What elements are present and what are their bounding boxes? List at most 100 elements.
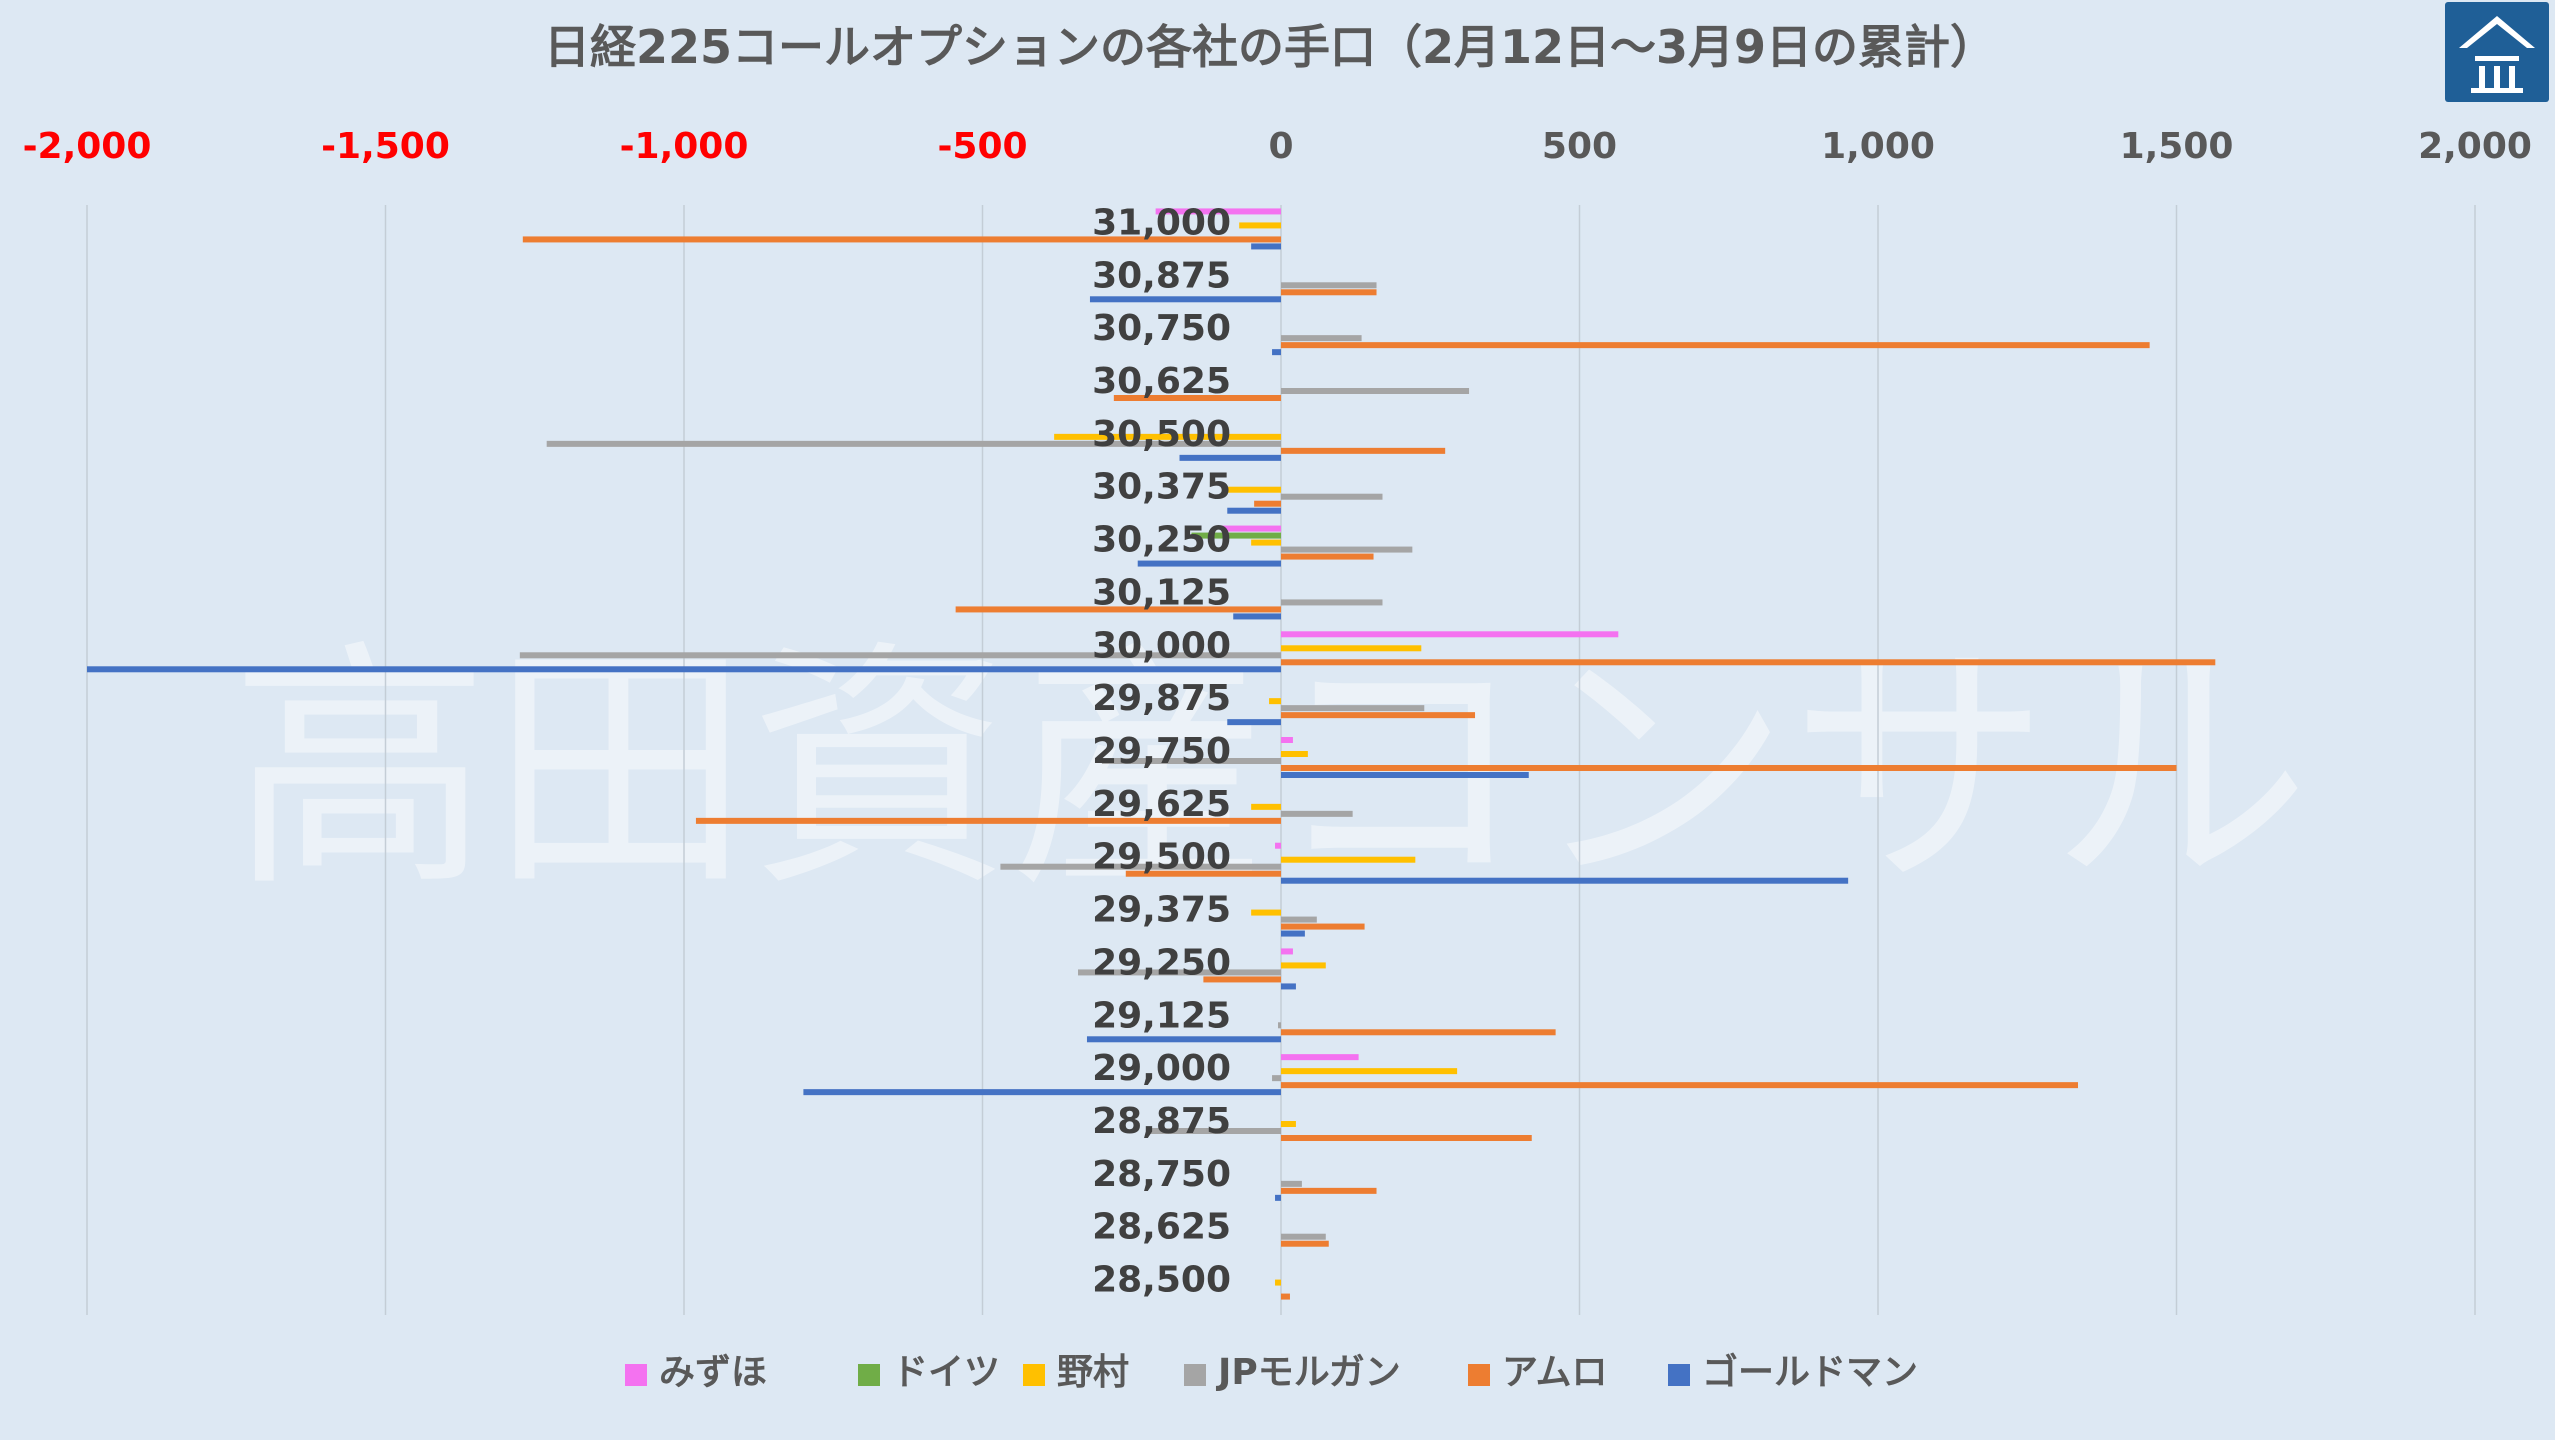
category-label: 28,625 bbox=[1092, 1207, 1231, 1248]
bar-11-2 bbox=[1251, 803, 1281, 810]
bar-13-4 bbox=[1281, 923, 1365, 930]
bar-8-3 bbox=[519, 652, 1281, 659]
x-tick-label: 500 bbox=[1542, 126, 1617, 167]
bar-5-2 bbox=[1227, 486, 1281, 493]
bar-3-3 bbox=[1281, 388, 1470, 394]
category-label: 29,250 bbox=[1092, 942, 1231, 983]
bar-4-5 bbox=[1179, 454, 1281, 461]
x-tick-label: -1,000 bbox=[620, 126, 749, 167]
category-label: 29,625 bbox=[1092, 784, 1231, 825]
bar-0-2 bbox=[1239, 222, 1281, 229]
bar-5-5 bbox=[1227, 507, 1281, 514]
bar-15-4 bbox=[1281, 1029, 1556, 1036]
bar-7-3 bbox=[1281, 599, 1383, 606]
bar-11-3 bbox=[1281, 810, 1353, 817]
x-tick-label: 1,500 bbox=[2120, 126, 2234, 167]
bar-0-0 bbox=[1155, 208, 1281, 215]
legend-swatch bbox=[1184, 1364, 1206, 1386]
bar-14-0 bbox=[1281, 948, 1293, 955]
category-label: 29,375 bbox=[1092, 890, 1231, 931]
bar-17-2 bbox=[1281, 1121, 1296, 1127]
bar-14-3 bbox=[1078, 969, 1281, 976]
category-label: 29,125 bbox=[1092, 995, 1231, 1036]
legend-label: アムロ bbox=[1502, 1352, 1607, 1393]
legend-label: みずほ bbox=[659, 1352, 767, 1393]
bar-16-3 bbox=[1272, 1075, 1281, 1082]
bar-16-2 bbox=[1281, 1068, 1458, 1075]
bar-4-3 bbox=[546, 440, 1281, 447]
legend-label: ゴールドマン bbox=[1702, 1351, 1918, 1393]
bar-10-0 bbox=[1281, 737, 1293, 743]
bar-8-0 bbox=[1281, 631, 1619, 638]
category-label: 29,875 bbox=[1092, 678, 1231, 719]
category-label: 30,375 bbox=[1092, 467, 1231, 508]
legend-label: 野村 bbox=[1057, 1352, 1129, 1393]
bar-13-2 bbox=[1251, 909, 1281, 916]
bar-15-5 bbox=[1086, 1036, 1281, 1043]
bar-18-5 bbox=[1275, 1194, 1281, 1201]
bar-12-3 bbox=[1000, 863, 1281, 870]
category-label: 30,000 bbox=[1092, 625, 1231, 666]
bar-5-4 bbox=[1254, 500, 1281, 507]
bar-15-3 bbox=[1278, 1022, 1281, 1029]
bar-8-5 bbox=[87, 666, 1281, 673]
legend-item: 野村 bbox=[1023, 1352, 1129, 1393]
x-tick-label: -1,500 bbox=[321, 126, 450, 167]
category-label: 30,125 bbox=[1092, 572, 1231, 613]
category-label: 30,625 bbox=[1092, 361, 1231, 402]
bar-5-3 bbox=[1281, 493, 1383, 500]
x-tick-label: -500 bbox=[937, 126, 1027, 167]
chart-title: 日経225コールオプションの各社の手口（2月12日～3月9日の累計） bbox=[544, 20, 1996, 74]
legend-swatch bbox=[625, 1364, 647, 1386]
category-label: 28,500 bbox=[1092, 1260, 1231, 1301]
company-logo bbox=[2445, 2, 2549, 102]
x-tick-label: -2,000 bbox=[23, 126, 152, 167]
bar-9-3 bbox=[1281, 705, 1425, 712]
bar-9-4 bbox=[1281, 712, 1476, 719]
bar-4-4 bbox=[1281, 447, 1446, 454]
bar-17-4 bbox=[1281, 1135, 1532, 1141]
bar-0-4 bbox=[522, 236, 1281, 243]
category-label: 28,875 bbox=[1092, 1101, 1231, 1142]
bar-13-5 bbox=[1281, 930, 1305, 937]
category-label: 29,500 bbox=[1092, 837, 1231, 878]
bar-2-5 bbox=[1272, 349, 1281, 356]
bar-8-2 bbox=[1281, 645, 1422, 652]
bar-18-4 bbox=[1281, 1187, 1377, 1194]
category-label: 30,250 bbox=[1092, 520, 1231, 561]
bar-14-5 bbox=[1281, 983, 1296, 990]
category-label: 30,875 bbox=[1092, 255, 1231, 296]
bar-6-2 bbox=[1251, 539, 1281, 546]
bar-14-4 bbox=[1203, 976, 1281, 983]
bar-12-4 bbox=[1125, 870, 1281, 877]
category-label: 30,750 bbox=[1092, 308, 1231, 349]
bar-13-3 bbox=[1281, 916, 1317, 923]
legend-item: JPモルガン bbox=[1184, 1352, 1401, 1393]
bar-10-2 bbox=[1281, 751, 1308, 757]
bar-6-0 bbox=[1221, 525, 1281, 532]
bar-1-3 bbox=[1281, 282, 1377, 289]
bar-6-5 bbox=[1137, 560, 1281, 567]
bar-10-3 bbox=[1101, 758, 1281, 764]
bar-9-2 bbox=[1269, 698, 1281, 705]
x-tick-label: 1,000 bbox=[1821, 126, 1935, 167]
bar-3-4 bbox=[1113, 395, 1281, 401]
bar-10-4 bbox=[1281, 765, 2177, 771]
bar-16-5 bbox=[803, 1089, 1281, 1096]
bar-17-3 bbox=[1149, 1128, 1281, 1134]
legend-swatch bbox=[1023, 1364, 1045, 1386]
category-label: 29,750 bbox=[1092, 731, 1231, 772]
bar-6-4 bbox=[1281, 553, 1374, 560]
x-tick-label: 2,000 bbox=[2418, 126, 2532, 167]
bar-18-3 bbox=[1281, 1180, 1302, 1187]
bar-7-5 bbox=[1233, 613, 1281, 620]
bar-14-2 bbox=[1281, 962, 1326, 969]
category-label: 28,750 bbox=[1092, 1154, 1231, 1195]
bar-16-0 bbox=[1281, 1054, 1359, 1061]
bar-6-3 bbox=[1281, 546, 1413, 553]
bar-4-2 bbox=[1054, 433, 1281, 440]
bar-20-2 bbox=[1275, 1279, 1281, 1286]
bar-19-3 bbox=[1281, 1233, 1326, 1240]
bar-10-5 bbox=[1281, 772, 1529, 778]
